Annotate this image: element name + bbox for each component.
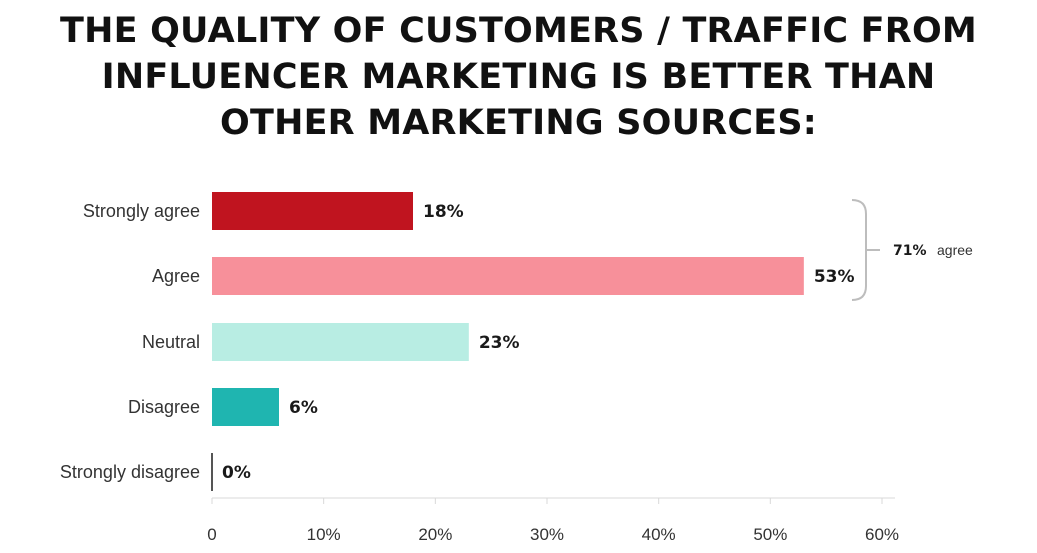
chart-title-line-3: OTHER MARKETING SOURCES: (220, 103, 817, 143)
category-label: Disagree (128, 397, 200, 417)
value-label: 0% (222, 463, 251, 483)
annotation-value: 71% (893, 243, 927, 259)
annotation-label: agree (937, 242, 973, 258)
bar (212, 257, 804, 295)
x-tick-label: 50% (753, 525, 787, 544)
category-label: Strongly disagree (60, 462, 200, 482)
x-tick-label: 30% (530, 525, 564, 544)
x-tick-label: 20% (418, 525, 452, 544)
category-label: Strongly agree (83, 201, 200, 221)
bar (211, 453, 213, 491)
x-tick-label: 10% (307, 525, 341, 544)
x-tick-label: 40% (642, 525, 676, 544)
bar (212, 192, 413, 230)
category-label: Neutral (142, 332, 200, 352)
value-label: 18% (423, 202, 464, 222)
value-label: 23% (479, 333, 520, 353)
value-label: 53% (814, 267, 855, 287)
chart-title-line-2: INFLUENCER MARKETING IS BETTER THAN (101, 57, 936, 97)
bar (212, 323, 469, 361)
category-label: Agree (152, 266, 200, 286)
bar (212, 388, 279, 426)
chart-title: THE QUALITY OF CUSTOMERS / TRAFFIC FROM … (0, 8, 1037, 146)
chart-title-line-1: THE QUALITY OF CUSTOMERS / TRAFFIC FROM (60, 11, 977, 51)
value-label: 6% (289, 398, 318, 418)
x-tick-label: 0 (207, 525, 216, 544)
x-tick-label: 60% (865, 525, 899, 544)
